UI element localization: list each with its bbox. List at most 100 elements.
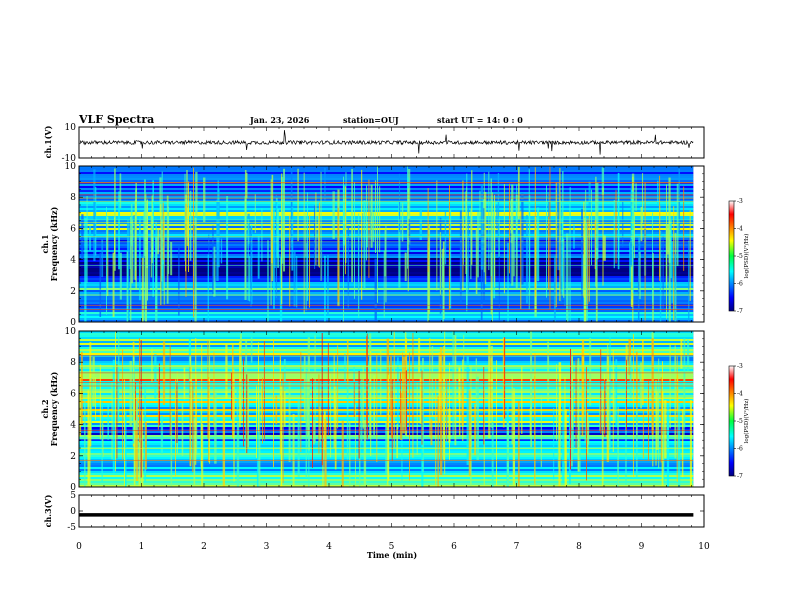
ch2-spectrogram-speckle (360, 379, 363, 442)
x-tick-label: 4 (326, 542, 332, 552)
station-label: station=OUJ (343, 115, 399, 125)
ch2-spectrogram-speckle (401, 352, 404, 401)
ch2-spectrogram-band (79, 357, 694, 360)
ch2-spectrogram-speckle (540, 394, 542, 467)
ch2-spectrogram-speckle (474, 404, 477, 456)
ch2-spectrogram-y-tick-label: 8 (70, 358, 76, 368)
ch1-spectrogram-speckle (383, 250, 385, 318)
ch1-spectrogram-band (79, 320, 694, 322)
ch2-spectrogram-speckle (341, 420, 344, 487)
ch1-spectrogram-speckle (563, 238, 565, 298)
ch2-spectrogram-speckle (236, 421, 240, 487)
ch2-spectrogram-band (79, 361, 694, 364)
ch1-spectrogram-speckle (178, 245, 180, 316)
ch1-spectrogram-speckle (407, 166, 409, 269)
ch1-spectrogram-band (79, 198, 694, 201)
ch2-spectrogram-band (79, 421, 694, 424)
ch2-spectrogram-speckle (181, 402, 184, 456)
ch2-spectrogram-speckle (629, 355, 632, 398)
ch1-spectrogram-speckle (566, 233, 569, 322)
x-tick-label: 6 (451, 542, 457, 552)
ch1-spectrogram-band (79, 302, 694, 305)
ch1-spectrogram-speckle (226, 196, 229, 300)
ch2-spectrogram-speckle (135, 400, 138, 431)
ch2-spectrogram-speckle (129, 360, 132, 427)
ch1-spectrogram-speckle (676, 183, 679, 267)
ch1-spectrogram-speckle (195, 171, 198, 217)
ch1-spectrogram-speckle (517, 166, 520, 220)
ch3-waveform-y-tick-label: 5 (70, 491, 76, 501)
ch2-spectrogram-speckle (488, 339, 491, 439)
ch1-spectrogram-speckle (126, 218, 130, 322)
ch1-spectrogram-speckle (257, 236, 260, 279)
ch2-spectrogram-band (79, 411, 694, 414)
ch1-spectrogram-speckle (277, 209, 280, 268)
ch1-spectrogram-speckle (630, 189, 634, 266)
ch2-spectrogram-band (79, 393, 694, 396)
ch2-spectrogram-speckle (557, 374, 559, 468)
ch1-spectrogram-speckle (448, 209, 452, 309)
ch1-spectrogram-speckle (513, 233, 515, 277)
ch1-spectrogram-speckle (276, 198, 278, 258)
ch1-waveform-trace (79, 130, 694, 155)
ch2-spectrogram-band (79, 479, 694, 482)
ch2-spectrogram-speckle (154, 353, 157, 401)
ch1-spectrogram-speckle (407, 168, 411, 246)
ch3-waveform-y-tick-label: -5 (67, 523, 76, 533)
ch2-spectrogram-speckle (419, 377, 422, 424)
ch1-spectrogram-speckle (471, 170, 473, 265)
ch2-spectrogram-speckle (608, 379, 611, 450)
ch1-spectrogram-speckle (596, 182, 599, 260)
ch2-spectrogram-speckle (452, 331, 454, 438)
ch2-spectrogram-speckle (570, 353, 573, 467)
ch2-spectrogram-speckle (683, 377, 685, 438)
ch1-spectrogram-band (79, 200, 694, 203)
ch2-spectrogram-speckle (558, 403, 561, 487)
ch2-spectrogram-speckle (587, 420, 590, 445)
ch1-spectrogram-speckle (480, 184, 484, 270)
ch2-spectrogram (79, 331, 704, 487)
ch2-spectrogram-speckle (288, 381, 291, 462)
ch1-spectrogram-band (79, 202, 694, 205)
ch2-spectrogram-speckle (349, 421, 351, 487)
ch1-spectrogram-band (79, 166, 694, 169)
ch1-spectrogram-speckle (220, 238, 223, 264)
ch1-spectrogram-speckle (404, 252, 407, 282)
ch1-spectrogram-speckle (662, 235, 664, 310)
ch1-spectrogram-speckle (490, 178, 493, 277)
ch1-spectrogram-band (79, 190, 694, 193)
ch2-spectrogram-y-tick-label: 0 (70, 483, 76, 493)
ch2-colorbar: -3 -4 -5 -6 -7 log(PSD)(V²/Hz) (728, 363, 750, 480)
ch2-spectrogram-speckle (553, 407, 555, 480)
ch2-spectrogram-band (79, 387, 694, 390)
ch1-spectrogram-speckle (93, 169, 96, 262)
ch1-spectrogram-band (79, 318, 694, 321)
ch1-spectrogram-speckle (247, 213, 250, 245)
ch2-spectrogram-speckle (283, 388, 286, 427)
ch1-spectrogram-band (79, 224, 694, 227)
ch1-spectrogram-speckle (477, 211, 479, 278)
ch1-spectrogram-speckle (170, 241, 173, 276)
ch1-spectrogram-speckle (347, 225, 350, 308)
ch1-spectrogram-speckle (106, 216, 109, 297)
ch1-spectrogram-band (79, 214, 694, 217)
ch2-spectrogram-speckle (517, 401, 520, 487)
ch1-spectrogram-speckle (398, 203, 401, 288)
ch2-spectrogram-band (79, 483, 694, 486)
ch2-spectrogram-speckle (222, 403, 226, 487)
ch2-spectrogram-speckle (214, 392, 217, 464)
ch2-spectrogram-speckle (577, 358, 580, 472)
ch2-spectrogram-speckle (117, 366, 119, 422)
ch1-spectrogram-speckle (398, 173, 401, 233)
ch2-spectrogram-speckle (458, 367, 461, 401)
ch3-waveform-ylabel: ch.3(V) (43, 494, 53, 527)
ch1-spectrogram-speckle (267, 240, 269, 322)
ch1-spectrogram-speckle (186, 207, 189, 246)
ch2-spectrogram-speckle (386, 413, 389, 487)
ch1-spectrogram-speckle (553, 255, 556, 322)
ch2-spectrogram-speckle (662, 408, 665, 483)
ch2-spectrogram-speckle (344, 353, 346, 388)
ch2-spectrogram-speckle (658, 358, 660, 469)
ch1-spectrogram-y-tick-label: 4 (70, 256, 76, 266)
ch2-spectrogram-speckle (586, 412, 589, 454)
